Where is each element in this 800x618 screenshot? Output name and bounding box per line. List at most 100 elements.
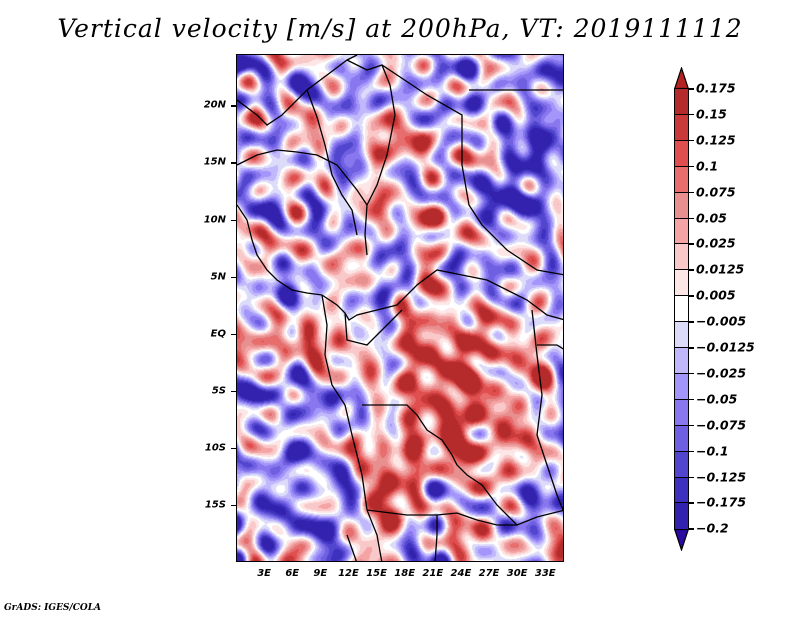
chart-title: Vertical velocity [m/s] at 200hPa, VT: 2… <box>57 14 743 43</box>
colorbar-tick <box>689 88 694 90</box>
colorbar-bottom-arrow <box>674 529 689 552</box>
colorbar-label: 0.005 <box>696 287 736 303</box>
colorbar-label: −0.05 <box>696 391 738 407</box>
colorbar-tick <box>689 347 694 349</box>
y-tick-mark <box>231 105 236 107</box>
map-frame <box>236 54 564 562</box>
y-tick-mark <box>231 390 236 393</box>
colorbar-swatch <box>674 139 689 168</box>
colorbar-label: 0.025 <box>696 235 736 251</box>
x-tick-label: 18E <box>394 568 416 579</box>
colorbar-tick <box>689 269 694 271</box>
border-line <box>531 309 563 512</box>
colorbar-swatch <box>674 165 689 194</box>
colorbar-swatch <box>674 321 689 349</box>
border-line <box>321 269 563 321</box>
colorbar-label: −0.175 <box>696 494 747 510</box>
x-tick-label: 12E <box>338 568 359 579</box>
colorbar-label: 0.175 <box>696 80 736 96</box>
colorbar-swatch <box>674 347 689 375</box>
border-line <box>362 404 453 456</box>
colorbar-label: 0.0125 <box>696 261 745 277</box>
colorbar-label: 0.125 <box>696 132 736 148</box>
border-line <box>451 454 518 526</box>
colorbar-swatch <box>674 113 689 142</box>
colorbar-swatch <box>674 295 689 323</box>
y-tick-label: 20N <box>203 99 226 111</box>
y-tick-label: 5S <box>211 385 226 397</box>
y-tick-label: 10N <box>203 214 226 226</box>
colorbar-tick <box>689 243 694 245</box>
border-line <box>237 59 563 276</box>
vertical-velocity-field <box>237 55 563 561</box>
border-line <box>366 509 563 526</box>
colorbar-label: −0.075 <box>696 417 747 433</box>
colorbar-top-arrow <box>674 66 689 89</box>
y-tick-mark <box>231 504 236 507</box>
colorbar-label: −0.1 <box>696 443 729 459</box>
colorbar-swatch <box>674 398 689 427</box>
grads-credit: GrADS: IGES/COLA <box>4 603 102 613</box>
border-line <box>321 294 346 406</box>
colorbar-swatch <box>674 476 689 504</box>
y-tick-mark <box>231 333 236 336</box>
colorbar-tick <box>689 295 694 297</box>
y-tick-label: 15S <box>204 499 226 511</box>
colorbar-label: −0.025 <box>696 365 747 381</box>
colorbar-tick <box>689 217 694 219</box>
colorbar-label: 0.075 <box>696 184 736 200</box>
x-tick-label: 21E <box>422 568 444 579</box>
border-line <box>434 515 438 561</box>
x-tick-label: 15E <box>366 568 387 579</box>
colorbar-swatch <box>674 502 689 530</box>
colorbar-label: −0.2 <box>696 520 729 536</box>
x-tick-label: 9E <box>313 568 328 579</box>
colorbar-tick <box>689 321 694 323</box>
colorbar-tick <box>689 450 694 453</box>
y-tick-label: 15N <box>203 156 226 168</box>
colorbar-tick <box>689 528 694 530</box>
x-tick-label: 24E <box>450 568 472 579</box>
y-tick-label: 5N <box>210 271 226 283</box>
y-tick-mark <box>231 276 236 279</box>
colorbar-tick <box>689 398 694 401</box>
colorbar-label: −0.0125 <box>696 339 755 355</box>
y-tick-mark <box>231 162 236 164</box>
colorbar-label: −0.005 <box>696 313 747 329</box>
colorbar-tick <box>689 372 694 375</box>
border-line <box>237 149 368 206</box>
y-tick-mark <box>231 219 236 222</box>
colorbar-tick <box>689 476 694 478</box>
colorbar-swatch <box>674 424 689 453</box>
colorbar-tick <box>689 113 694 116</box>
country-borders <box>237 55 563 561</box>
border-line <box>346 534 357 561</box>
border-line <box>344 309 403 346</box>
colorbar-swatch <box>674 88 689 116</box>
colorbar-tick <box>689 502 694 504</box>
colorbar-swatch <box>674 217 689 245</box>
colorbar-tick <box>689 139 694 142</box>
colorbar-swatch <box>674 450 689 478</box>
y-tick-label: EQ <box>210 328 226 340</box>
colorbar-label: 0.15 <box>696 106 727 122</box>
border-line <box>237 204 323 296</box>
x-tick-label: 33E <box>534 568 556 579</box>
colorbar-tick <box>689 165 694 168</box>
border-line <box>346 55 396 256</box>
x-tick-label: 27E <box>478 568 500 579</box>
y-tick-label: 10S <box>204 442 226 454</box>
colorbar-swatch <box>674 243 689 271</box>
y-tick-mark <box>231 447 236 450</box>
border-line <box>537 344 563 350</box>
x-tick-label: 6E <box>285 568 300 579</box>
colorbar-tick <box>689 424 694 427</box>
border-line <box>306 89 358 236</box>
x-tick-label: 3E <box>257 568 272 579</box>
colorbar-label: 0.05 <box>696 210 727 225</box>
border-line <box>344 404 383 561</box>
colorbar-swatch <box>674 372 689 401</box>
colorbar-swatch <box>674 269 689 297</box>
colorbar-swatch <box>674 191 689 219</box>
x-tick-label: 30E <box>506 568 528 579</box>
